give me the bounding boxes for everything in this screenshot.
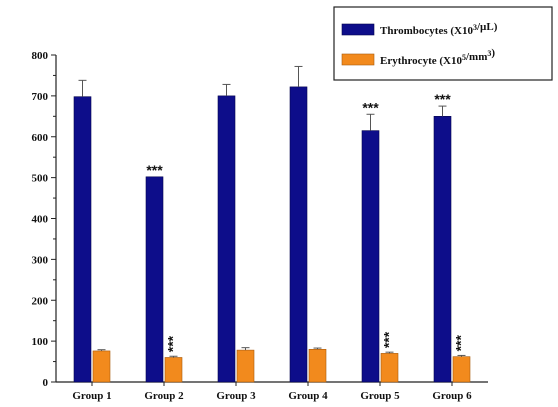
significance-label: ***: [362, 99, 379, 115]
axes: 0 100 200 300 400 500 600 700 800 Group 1 Group 2 G…: [32, 50, 488, 402]
y-tick-label: 200: [32, 295, 49, 307]
y-tick-label: 700: [32, 91, 49, 103]
legend-swatch: [341, 53, 375, 66]
bar-thrombocytes: [433, 116, 452, 383]
y-tick-label: 300: [32, 254, 49, 266]
x-tick-label: Group 6: [432, 390, 472, 402]
bar-erythrocyte: [308, 348, 327, 383]
significance-label: ***: [381, 331, 397, 348]
x-tick-label: Group 1: [72, 390, 111, 402]
bar-erythrocyte: [452, 356, 471, 383]
y-tick-label: 400: [32, 214, 49, 226]
y-tick-label: 0: [43, 377, 49, 389]
x-tick-label: Group 5: [360, 390, 400, 402]
significance-label: ***: [146, 162, 163, 178]
bar-erythrocyte: [92, 350, 111, 383]
y-tick-label: 800: [32, 50, 49, 62]
significance-label: ***: [165, 335, 181, 352]
significance-label: ***: [434, 91, 451, 107]
bar-thrombocytes: [217, 95, 236, 383]
legend: Thrombocytes (X103/µL) Erythrocyte (X105/…: [333, 6, 553, 81]
x-tick-label: Group 3: [216, 390, 256, 402]
bars: *** *** *** *** *** ***: [73, 65, 471, 383]
bar-erythrocyte: [236, 349, 255, 383]
x-tick-label: Group 2: [144, 390, 184, 402]
bar-thrombocytes: [73, 96, 92, 383]
bar-erythrocyte: [380, 353, 399, 383]
legend-swatch: [341, 23, 375, 36]
x-tick-label: Group 4: [288, 390, 328, 402]
bar-erythrocyte: [164, 357, 183, 383]
y-tick-label: 600: [32, 132, 49, 144]
significance-label: ***: [453, 335, 469, 352]
legend-label: Thrombocytes (X103/µL): [380, 21, 498, 37]
y-tick-label: 500: [32, 173, 49, 185]
legend-box: [333, 6, 553, 81]
bar-thrombocytes: [361, 130, 380, 383]
y-tick-label: 100: [32, 336, 49, 348]
bar-thrombocytes: [289, 86, 308, 383]
legend-label: Erythrocyte (X105/mm3): [380, 47, 495, 67]
bar-thrombocytes: [145, 176, 164, 383]
